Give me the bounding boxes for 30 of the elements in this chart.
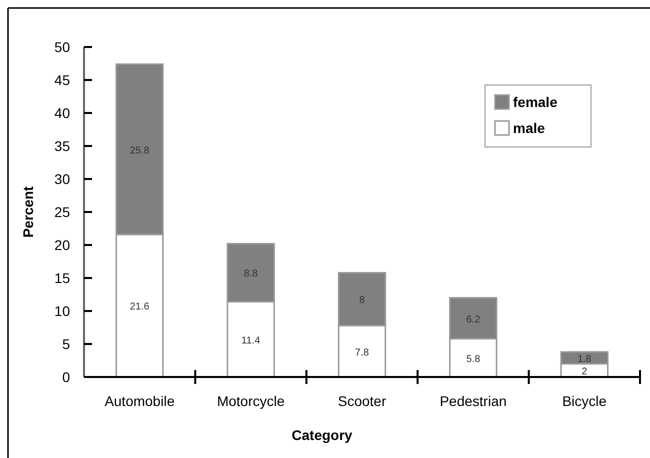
data-label: 21.6 (130, 302, 150, 313)
data-label: 8 (359, 295, 366, 306)
legend-label: female (513, 94, 558, 110)
y-tick-label: 35 (54, 138, 70, 154)
y-tick-label: 50 (54, 39, 70, 55)
y-tick-label: 0 (62, 369, 70, 385)
y-tick-label: 5 (62, 336, 70, 352)
x-axis-title: Category (292, 427, 353, 443)
x-tick-label: Automobile (104, 393, 175, 409)
y-axis-title: Percent (20, 186, 36, 238)
data-label: 1.8 (577, 354, 592, 365)
data-label: 7.8 (355, 347, 370, 358)
y-tick-label: 10 (54, 303, 70, 319)
y-tick-label: 20 (54, 237, 70, 253)
x-tick-label: Pedestrian (440, 393, 507, 409)
data-label: 2 (582, 366, 588, 378)
y-tick-label: 40 (54, 105, 70, 121)
y-tick-label: 45 (54, 72, 70, 88)
y-tick-label: 25 (54, 204, 70, 220)
legend-label: male (513, 120, 546, 136)
y-tick-label: 15 (54, 270, 70, 286)
y-tick-label: 30 (54, 171, 70, 187)
data-label: 5.8 (466, 354, 481, 365)
data-label: 6.2 (466, 314, 481, 326)
x-tick-label: Bicycle (562, 393, 607, 409)
data-label: 11.4 (241, 335, 261, 346)
x-tick-label: Motorcycle (216, 393, 285, 409)
data-label: 25.8 (130, 145, 150, 156)
x-tick-label: Scooter (338, 393, 386, 409)
data-label: 8.8 (244, 268, 258, 280)
